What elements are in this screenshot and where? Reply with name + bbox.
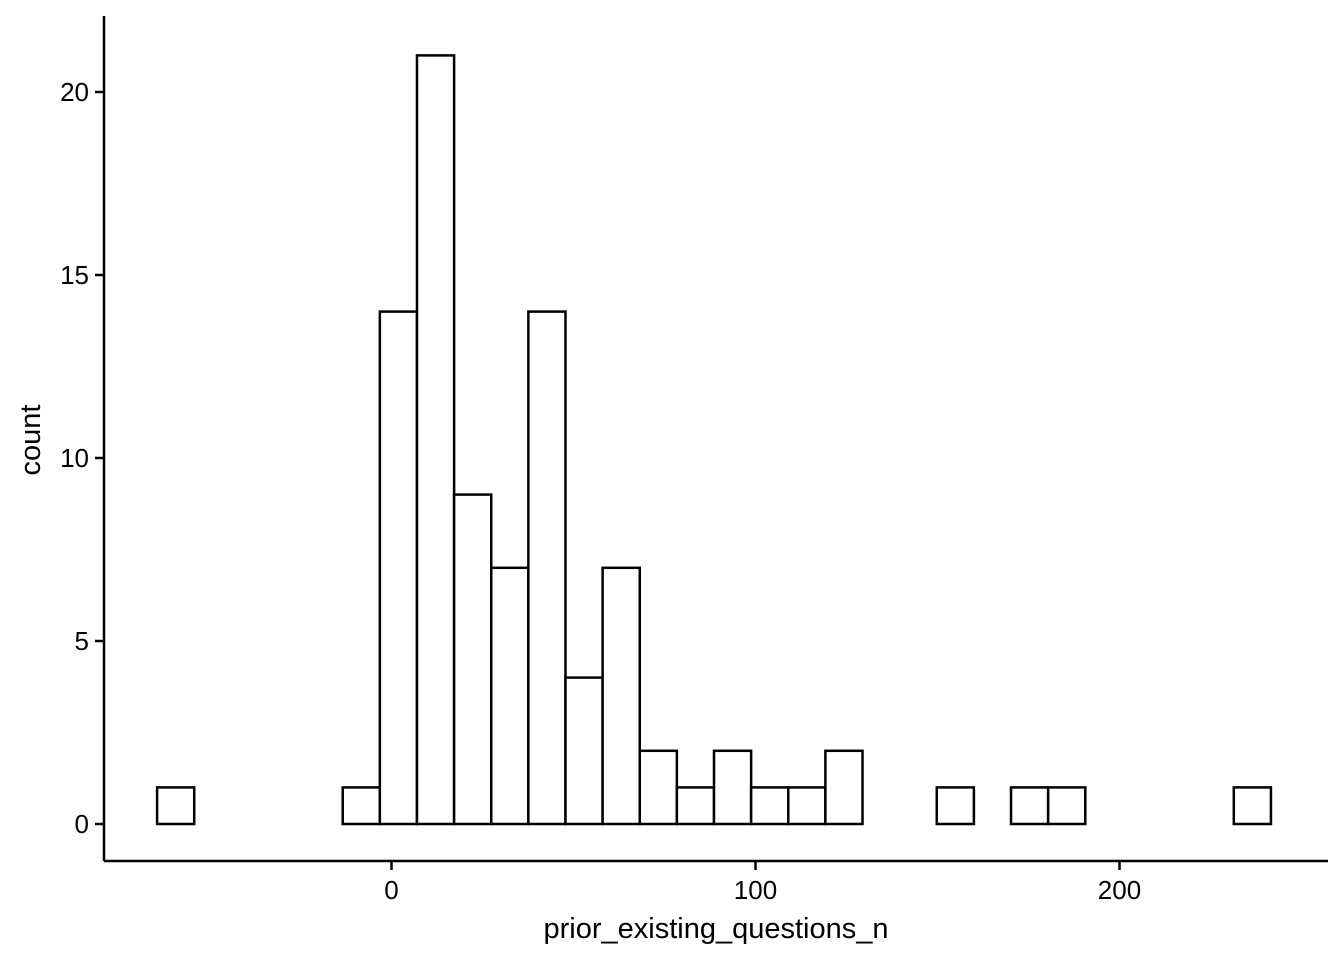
histogram-bar-10 (527, 310, 567, 826)
histogram-bar-5 (341, 786, 382, 826)
histogram-bar-24 (1046, 786, 1087, 826)
histogram-bar-29 (1232, 786, 1273, 826)
histogram-bar-23 (1009, 786, 1050, 826)
histogram-bar-17 (787, 786, 827, 826)
histogram-bar-7 (415, 54, 456, 826)
histogram-bar-11 (564, 676, 604, 826)
x-tick-label-200: 200 (1098, 875, 1141, 905)
x-tick-label-0: 0 (384, 875, 398, 905)
x-axis-title: prior_existing_questions_n (544, 913, 889, 945)
histogram-bar-12 (601, 566, 641, 826)
y-tick-label-5: 5 (75, 626, 89, 656)
histogram-bar-6 (378, 310, 419, 826)
y-ticks-group: 0 5 10 15 20 (60, 77, 104, 839)
histogram-bar-14 (675, 786, 716, 826)
histogram-bar-13 (638, 749, 679, 826)
y-tick-label-15: 15 (60, 260, 89, 290)
histogram-bar-0 (155, 786, 196, 826)
x-tick-label-100: 100 (734, 875, 777, 905)
histogram-bar-8 (452, 493, 493, 826)
histogram-bar-21 (935, 786, 976, 826)
histogram-bar-15 (712, 749, 753, 826)
y-tick-label-10: 10 (60, 443, 89, 473)
bars-group (155, 54, 1273, 826)
y-tick-label-0: 0 (75, 809, 89, 839)
histogram-bar-9 (489, 566, 530, 826)
histogram-bar-18 (824, 749, 864, 826)
histogram-bar-16 (749, 786, 790, 826)
y-tick-label-20: 20 (60, 77, 89, 107)
y-axis-title: count (15, 405, 47, 476)
x-ticks-group: 0 100 200 (384, 861, 1141, 905)
